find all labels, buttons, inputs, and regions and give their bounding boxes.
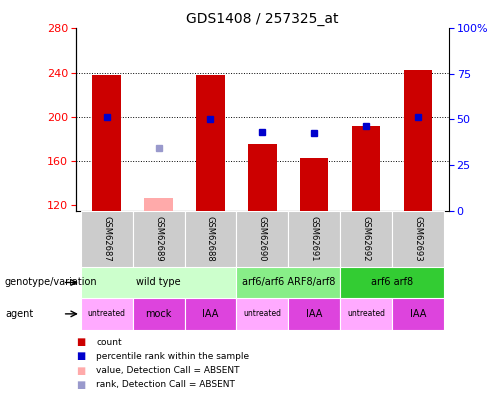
Text: untreated: untreated: [88, 309, 126, 318]
Text: mock: mock: [145, 309, 172, 319]
Bar: [392, 298, 444, 330]
Bar: [236, 267, 340, 298]
Bar: [392, 211, 444, 267]
Text: percentile rank within the sample: percentile rank within the sample: [96, 352, 249, 361]
Text: GSM62690: GSM62690: [258, 216, 267, 262]
Bar: [133, 211, 184, 267]
Text: ■: ■: [76, 380, 85, 390]
Bar: [133, 298, 184, 330]
Bar: [288, 298, 340, 330]
Text: GSM62687: GSM62687: [102, 216, 111, 262]
Bar: [236, 211, 288, 267]
Text: arf6/arf6 ARF8/arf8: arf6/arf6 ARF8/arf8: [242, 277, 335, 288]
Bar: [81, 298, 133, 330]
Bar: [184, 298, 236, 330]
Text: GSM62693: GSM62693: [413, 216, 422, 262]
Bar: [340, 267, 444, 298]
Text: IAA: IAA: [202, 309, 219, 319]
Text: untreated: untreated: [244, 309, 281, 318]
Bar: [340, 211, 392, 267]
Bar: [184, 211, 236, 267]
Text: ■: ■: [76, 352, 85, 361]
Bar: [248, 144, 277, 211]
Text: rank, Detection Call = ABSENT: rank, Detection Call = ABSENT: [96, 380, 235, 389]
Text: IAA: IAA: [409, 309, 426, 319]
Bar: [404, 70, 432, 211]
Text: agent: agent: [5, 309, 33, 319]
Bar: [81, 211, 133, 267]
Bar: [288, 211, 340, 267]
Text: value, Detection Call = ABSENT: value, Detection Call = ABSENT: [96, 366, 240, 375]
Bar: [196, 75, 224, 211]
Bar: [352, 126, 380, 211]
Bar: [81, 267, 236, 298]
Bar: [340, 298, 392, 330]
Text: ■: ■: [76, 366, 85, 375]
Bar: [144, 198, 173, 211]
Text: GSM62688: GSM62688: [206, 216, 215, 262]
Title: GDS1408 / 257325_at: GDS1408 / 257325_at: [186, 12, 339, 26]
Bar: [236, 298, 288, 330]
Text: ■: ■: [76, 337, 85, 347]
Text: GSM62692: GSM62692: [362, 216, 370, 262]
Bar: [300, 158, 328, 211]
Bar: [93, 75, 121, 211]
Text: count: count: [96, 338, 122, 347]
Text: untreated: untreated: [347, 309, 385, 318]
Text: GSM62689: GSM62689: [154, 216, 163, 262]
Text: GSM62691: GSM62691: [310, 216, 319, 262]
Text: wild type: wild type: [136, 277, 181, 288]
Text: arf6 arf8: arf6 arf8: [371, 277, 413, 288]
Text: IAA: IAA: [306, 309, 323, 319]
Text: genotype/variation: genotype/variation: [5, 277, 98, 288]
